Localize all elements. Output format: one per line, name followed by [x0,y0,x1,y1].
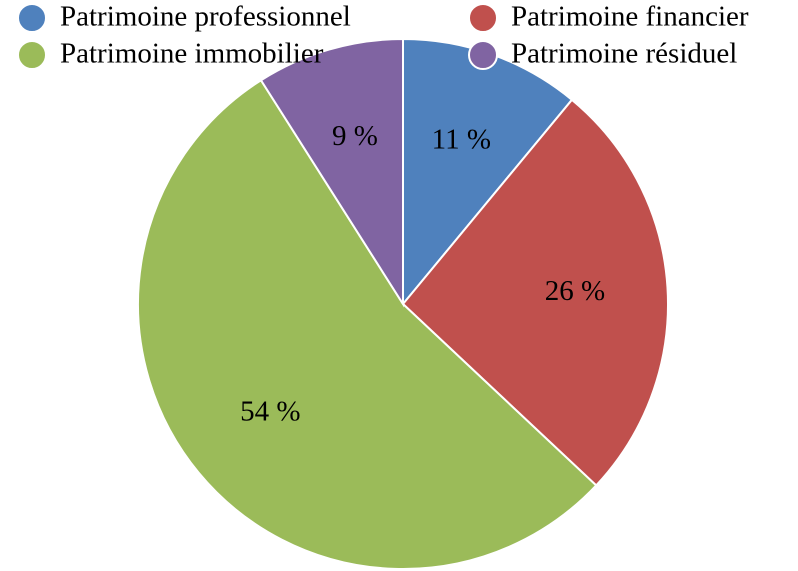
legend-label: Patrimoine professionnel [60,1,351,33]
legend-marker [468,3,498,33]
legend-label: Patrimoine immobilier [60,38,324,70]
pie-slice [259,37,404,308]
legend-marker [17,3,47,33]
legend-marker [468,40,498,70]
legend-marker [17,40,47,70]
data-label: 54 % [240,395,300,427]
legend-label: Patrimoine financier [511,1,749,33]
data-label: 26 % [545,275,605,307]
pie-slice [137,78,598,570]
pie-slice [401,98,669,487]
data-label: 11 % [432,124,491,156]
data-label: 9 % [332,120,378,152]
legend-label: Patrimoine résiduel [511,38,737,70]
